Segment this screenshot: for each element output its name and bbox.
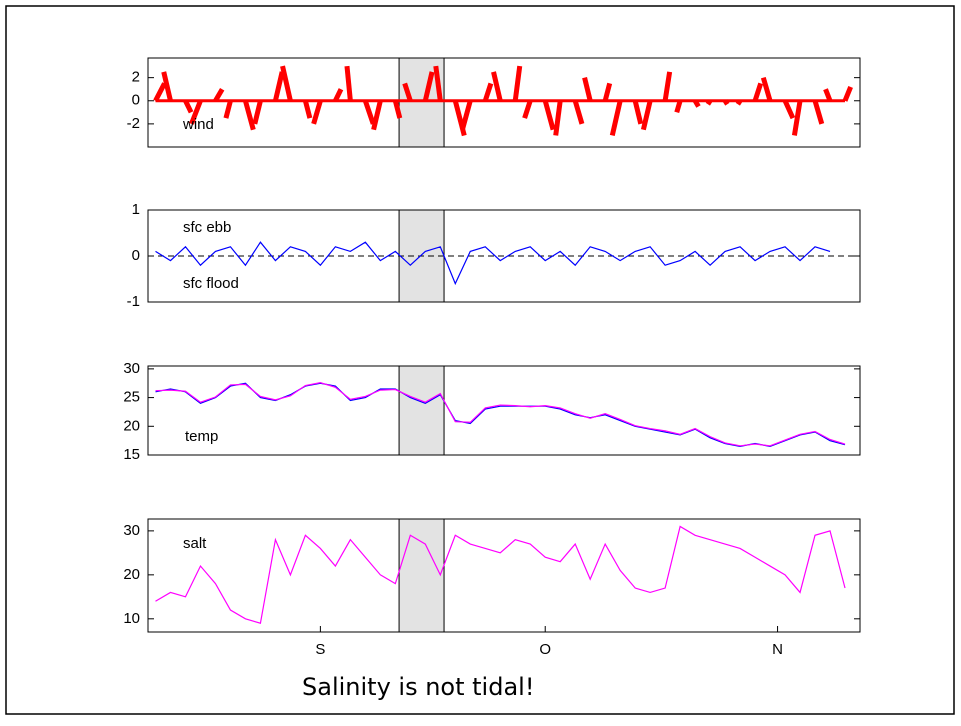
panel-label: sfc flood [183, 275, 239, 292]
wind-stick [674, 100, 683, 114]
wind-stick [243, 100, 256, 131]
wind-stick [842, 85, 853, 102]
wind-stick [542, 100, 556, 131]
wind-stick [362, 99, 376, 125]
wind-stick [812, 100, 825, 125]
wind-stick [632, 100, 644, 125]
y-tick-label: 20 [123, 417, 140, 434]
plot-area [155, 366, 846, 455]
panel-label: temp [185, 428, 218, 445]
y-tick-label: -1 [127, 293, 140, 310]
wind-stick [459, 100, 473, 131]
wind-stick [161, 71, 173, 102]
wind-stick [609, 100, 623, 136]
caption: Salinity is not tidal! [302, 673, 534, 701]
wind-stick [640, 100, 653, 131]
y-tick-label: 2 [132, 69, 140, 86]
wind-stick [213, 87, 225, 103]
wind-stick [402, 82, 413, 102]
wind-stick [522, 99, 533, 119]
panel-label: sfc ebb [183, 219, 231, 236]
plot-area [155, 519, 846, 632]
wind-stick [371, 100, 383, 131]
wind-stick [602, 82, 613, 102]
y-tick-label: 30 [123, 360, 140, 377]
plot-frame [147, 518, 861, 633]
wind-stick [433, 65, 443, 102]
x-tick-label: N [772, 641, 783, 658]
series-line [155, 525, 846, 624]
wind-stick [189, 99, 203, 125]
plot-area [153, 58, 853, 147]
wind-stick [311, 100, 323, 125]
y-tick-label: 25 [123, 389, 140, 406]
y-tick-label: 30 [123, 522, 140, 539]
highlight-band [398, 366, 445, 455]
wind-stick [791, 100, 803, 136]
wind-stick [153, 82, 167, 102]
y-tick-label: 0 [132, 92, 140, 109]
wind-stick [302, 100, 313, 119]
panel-label: salt [183, 535, 207, 552]
series-line [155, 382, 846, 447]
series-line [155, 241, 831, 286]
wind-stick [760, 76, 773, 102]
y-tick-label: 0 [132, 247, 140, 264]
wind-stick [280, 65, 293, 102]
y-tick-label: -2 [127, 115, 140, 132]
wind-stick [344, 65, 353, 102]
plot-frame [147, 365, 861, 456]
wind-stick [512, 65, 523, 102]
wind-stick [491, 71, 503, 102]
y-tick-label: 20 [123, 566, 140, 583]
plot-area [148, 210, 860, 302]
wind-stick [782, 99, 796, 120]
wind-stick [183, 99, 194, 114]
panel-label: wind [182, 116, 214, 133]
wind-stick [752, 82, 764, 102]
y-tick-label: 1 [132, 201, 140, 218]
x-tick-label: O [539, 641, 551, 658]
wind-stick [333, 88, 344, 102]
wind-stick [392, 100, 403, 119]
wind-stick [582, 77, 593, 102]
wind-stick [482, 82, 494, 102]
highlight-band [398, 519, 445, 632]
plot-frame [147, 57, 861, 148]
wind-stick [272, 71, 285, 102]
wind-stick [422, 71, 435, 102]
wind-stick [223, 100, 233, 119]
wind-stick [823, 88, 833, 102]
wind-stick [572, 100, 585, 125]
wind-stick [553, 100, 563, 136]
x-tick-label: S [315, 641, 325, 658]
wind-stick [252, 100, 263, 125]
y-tick-label: 15 [123, 446, 140, 463]
wind-stick [662, 71, 673, 102]
y-tick-label: 10 [123, 610, 140, 627]
